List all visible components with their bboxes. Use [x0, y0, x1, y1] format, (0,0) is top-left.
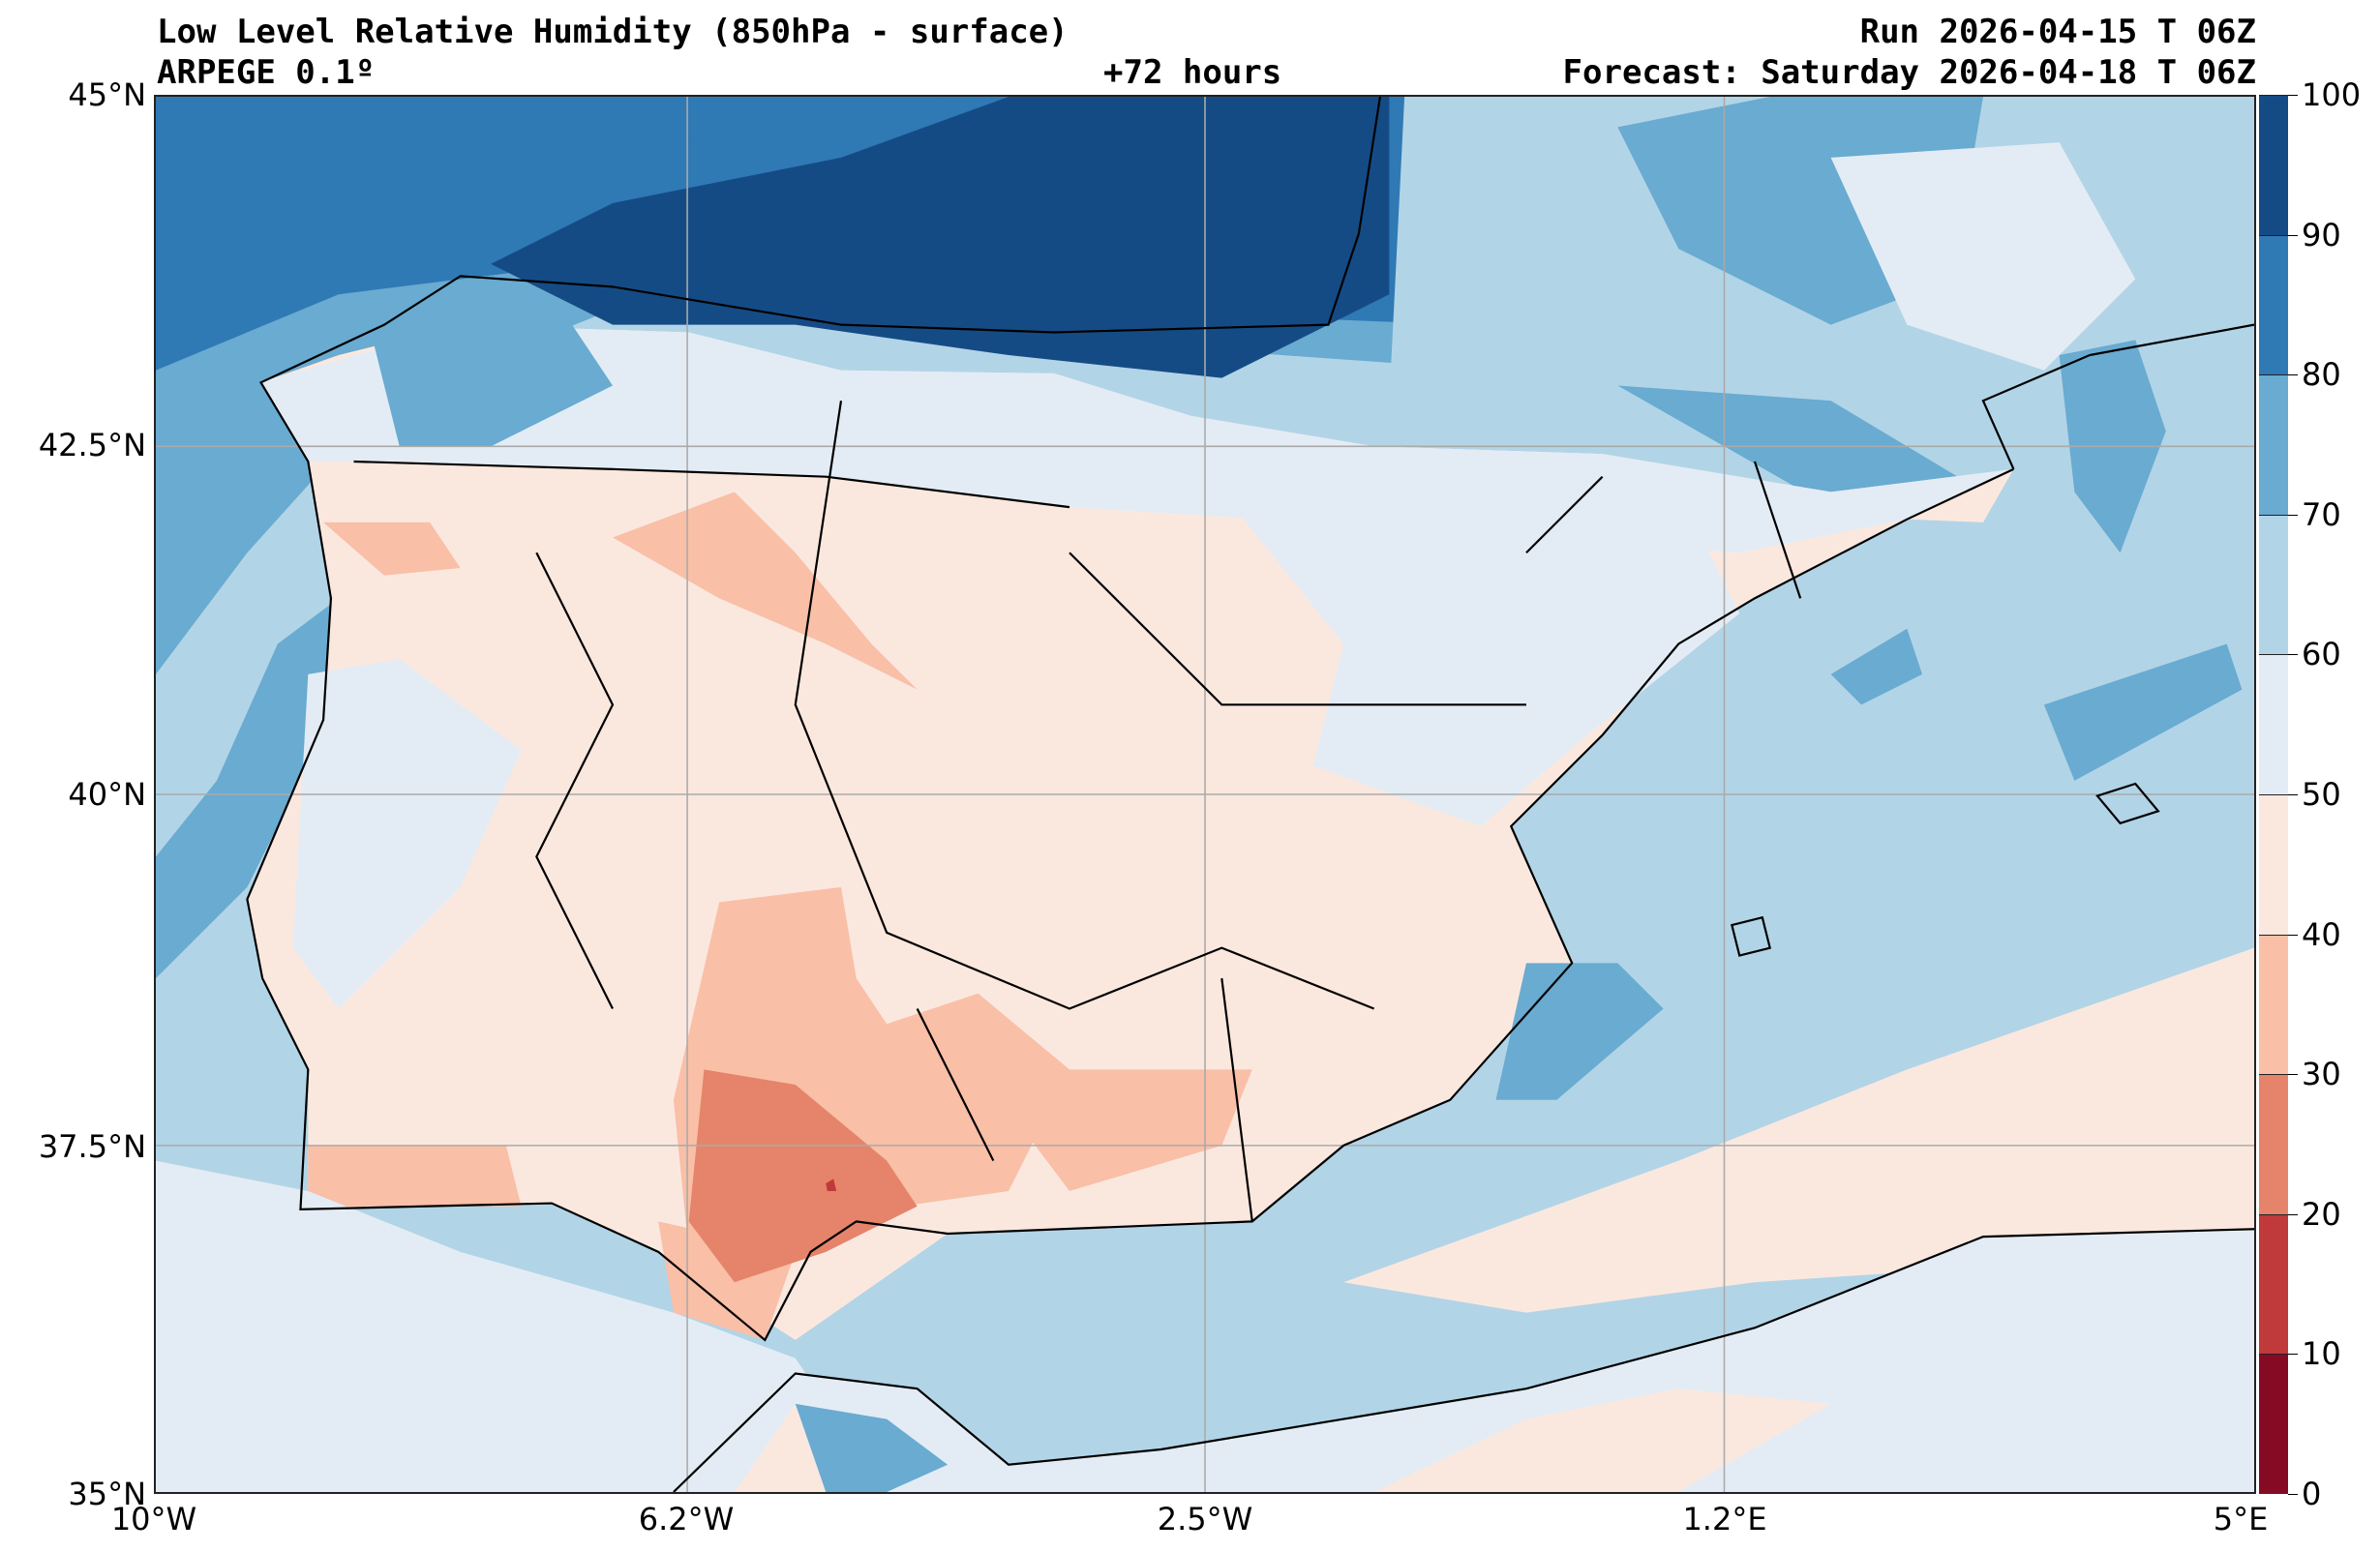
model-name: ARPEGE 0.1º	[157, 53, 376, 92]
colorbar-label: 100	[2302, 76, 2362, 113]
colorbar-label: 90	[2302, 216, 2341, 254]
y-tick-label: 35°N	[68, 1476, 146, 1512]
map-plot	[154, 95, 2256, 1494]
colorbar-segment	[2259, 514, 2288, 655]
y-tick-label: 37.5°N	[38, 1128, 146, 1165]
field-20-30	[688, 1069, 918, 1283]
colorbar-label: 30	[2302, 1056, 2341, 1093]
colorbar-label: 70	[2302, 495, 2341, 533]
colorbar-segment	[2259, 95, 2288, 235]
colorbar-segment	[2259, 934, 2288, 1075]
run-time: Run 2026-04-15 T 06Z	[1859, 13, 2256, 51]
colorbar-label: 60	[2302, 636, 2341, 673]
colorbar-segment	[2259, 374, 2288, 515]
x-tick-label: 2.5°W	[1157, 1501, 1253, 1537]
field-70-80	[369, 294, 613, 447]
colorbar-tick	[2288, 95, 2298, 96]
colorbar-tick	[2288, 234, 2298, 236]
lead-time: +72 hours	[1103, 53, 1282, 92]
forecast-time: Forecast: Saturday 2026-04-18 T 06Z	[1562, 53, 2256, 92]
colorbar-label: 20	[2302, 1195, 2341, 1233]
field-40-50	[1343, 947, 2254, 1313]
y-tick-label: 42.5°N	[38, 427, 146, 463]
field-50-60	[1221, 492, 1740, 826]
colorbar	[2259, 95, 2288, 1494]
colorbar-label: 10	[2302, 1335, 2341, 1373]
colorbar-segment	[2259, 1354, 2288, 1494]
colorbar-tick	[2288, 934, 2298, 936]
colorbar-segment	[2259, 1074, 2288, 1214]
y-tick-label: 40°N	[68, 776, 146, 813]
y-tick-label: 45°N	[68, 76, 146, 113]
colorbar-tick	[2288, 1074, 2298, 1076]
field-80-90	[156, 97, 949, 203]
field-70-80	[1495, 340, 2243, 1100]
colorbar-tick	[2288, 514, 2298, 516]
colorbar-tick	[2288, 654, 2298, 656]
field-90-100	[491, 97, 1390, 378]
colorbar-tick	[2288, 794, 2298, 795]
colorbar-label: 80	[2302, 356, 2341, 394]
colorbar-tick	[2288, 1213, 2298, 1215]
x-tick-label: 6.2°W	[638, 1501, 735, 1537]
field-10-20	[826, 1179, 837, 1191]
field-50-60	[673, 1229, 2254, 1492]
field-50-60	[1830, 142, 2136, 371]
colorbar-tick	[2288, 1494, 2298, 1495]
colorbar-segment	[2259, 654, 2288, 794]
colorbar-tick	[2288, 374, 2298, 376]
colorbar-label: 50	[2302, 776, 2341, 813]
field-50-60	[156, 1160, 888, 1492]
colorbar-segment	[2259, 234, 2288, 375]
field-50-60	[292, 659, 522, 1009]
grid-lines	[156, 97, 2254, 1492]
chart-title: Low Level Relative Humidity (850hPa - su…	[157, 13, 1069, 51]
humidity-map	[156, 97, 2254, 1492]
field-30-40	[323, 492, 918, 690]
field-70-80	[795, 1403, 949, 1492]
colorbar-segment	[2259, 1213, 2288, 1355]
colorbar-segment	[2259, 794, 2288, 935]
field-70-80	[156, 598, 339, 979]
colorbar-label: 40	[2302, 915, 2341, 953]
colorbar-tick	[2288, 1354, 2298, 1356]
x-tick-label: 5°E	[2213, 1501, 2269, 1537]
x-tick-label: 1.2°E	[1682, 1501, 1767, 1537]
x-tick-label: 10°W	[110, 1501, 197, 1537]
coastlines	[246, 97, 2254, 1492]
field-40-50	[734, 1388, 1831, 1492]
colorbar-label: 0	[2302, 1476, 2322, 1512]
